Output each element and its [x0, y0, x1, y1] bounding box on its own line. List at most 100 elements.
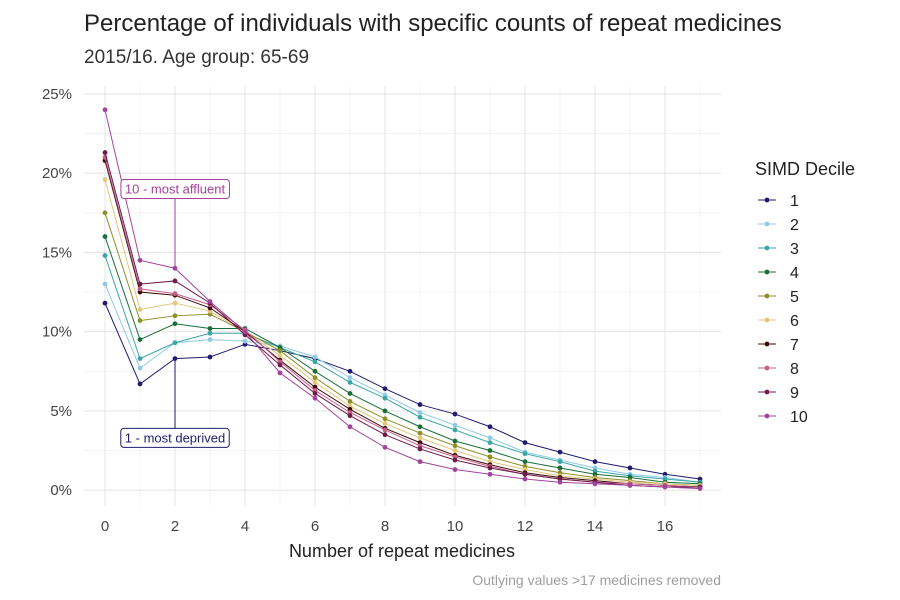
- y-axis-ticks: 0% 5% 10% 15% 20% 25%: [42, 86, 72, 499]
- data-point: [662, 484, 668, 490]
- data-point: [627, 465, 633, 471]
- legend-item-8: 8: [758, 361, 799, 378]
- annotation-box: [120, 427, 230, 448]
- legend-key-point: [764, 317, 770, 323]
- series-line: [104, 179, 701, 486]
- legend-item-6: 6: [758, 313, 799, 330]
- legend-label: 9: [790, 385, 799, 402]
- data-point: [207, 299, 213, 304]
- data-point: [382, 427, 388, 433]
- data-point: [592, 481, 598, 487]
- data-point: [277, 353, 283, 358]
- series-line: [104, 160, 701, 488]
- data-point: [417, 430, 423, 436]
- data-point: [557, 479, 563, 485]
- data-point: [277, 370, 283, 376]
- legend-key-point: [764, 269, 770, 275]
- x-tick-label: 14: [587, 518, 604, 535]
- data-point: [172, 265, 178, 271]
- y-tick-label: 15%: [42, 244, 72, 261]
- data-point: [312, 391, 318, 396]
- y-tick-label: 10%: [42, 324, 72, 341]
- data-point: [207, 326, 213, 331]
- legend-label: 7: [790, 337, 799, 354]
- x-tick-label: 10: [447, 518, 464, 535]
- data-point: [347, 391, 353, 396]
- data-point: [522, 440, 528, 446]
- data-point: [312, 375, 318, 381]
- data-point: [137, 286, 143, 292]
- data-point: [522, 459, 528, 465]
- legend-item-5: 5: [758, 289, 799, 306]
- data-point: [557, 459, 563, 465]
- data-point: [137, 318, 143, 323]
- series-line: [104, 255, 701, 483]
- annotation-label: 10 - most affluent: [120, 179, 230, 200]
- data-point: [697, 486, 703, 491]
- data-point: [172, 340, 178, 346]
- data-point: [207, 330, 213, 336]
- data-point: [452, 448, 458, 453]
- data-point: [487, 465, 493, 471]
- legend-title: SIMD Decile: [755, 159, 855, 179]
- legend-label: 3: [790, 241, 799, 258]
- data-point: [347, 368, 353, 374]
- data-point: [347, 424, 353, 430]
- data-point: [137, 307, 143, 312]
- legend-key-point: [764, 293, 770, 299]
- data-point: [487, 471, 493, 477]
- legend-key-point: [764, 365, 770, 371]
- data-point: [487, 435, 493, 441]
- data-point: [417, 402, 423, 407]
- legend-label: 4: [790, 265, 799, 282]
- annotation-label: 1 - most deprived: [120, 427, 230, 448]
- series-line: [104, 302, 701, 480]
- legend-item-7: 7: [758, 337, 799, 354]
- data-point: [592, 459, 598, 465]
- data-point: [172, 356, 178, 362]
- data-point: [382, 386, 388, 392]
- series-line: [104, 152, 700, 488]
- gridlines: [84, 86, 721, 506]
- data-point: [312, 354, 318, 360]
- data-point: [522, 476, 528, 482]
- series-3: [102, 253, 703, 485]
- legend-item-1: 1: [758, 193, 799, 210]
- data-point: [277, 362, 283, 368]
- data-point: [172, 291, 178, 297]
- data-point: [242, 338, 248, 344]
- data-point: [347, 375, 353, 381]
- chart-subtitle: 2015/16. Age group: 65-69: [84, 47, 309, 68]
- data-point: [137, 365, 143, 371]
- data-point: [102, 210, 108, 216]
- annotation-box: [120, 179, 230, 200]
- data-point: [452, 427, 458, 433]
- data-point: [102, 300, 108, 306]
- data-point: [172, 313, 178, 319]
- legend-label: 5: [790, 289, 799, 306]
- legend-label: 8: [790, 361, 799, 378]
- data-point: [312, 368, 318, 374]
- data-point: [452, 411, 458, 417]
- data-point: [452, 457, 458, 463]
- y-tick-label: 20%: [42, 165, 72, 182]
- data-point: [312, 379, 318, 385]
- legend-label: 10: [790, 409, 808, 426]
- x-tick-label: 16: [657, 518, 674, 535]
- data-point: [382, 395, 388, 401]
- data-point: [382, 416, 388, 422]
- series-line: [104, 236, 701, 485]
- legend-item-2: 2: [758, 217, 799, 234]
- x-tick-label: 6: [311, 518, 319, 535]
- data-point: [137, 356, 143, 362]
- x-tick-label: 8: [381, 518, 389, 535]
- data-point: [347, 379, 353, 385]
- data-point: [417, 435, 423, 441]
- data-point: [172, 278, 178, 284]
- data-point: [137, 337, 143, 342]
- data-point: [137, 281, 143, 287]
- legend-item-3: 3: [758, 241, 799, 258]
- data-point: [487, 440, 493, 446]
- legend-item-10: 10: [758, 409, 808, 426]
